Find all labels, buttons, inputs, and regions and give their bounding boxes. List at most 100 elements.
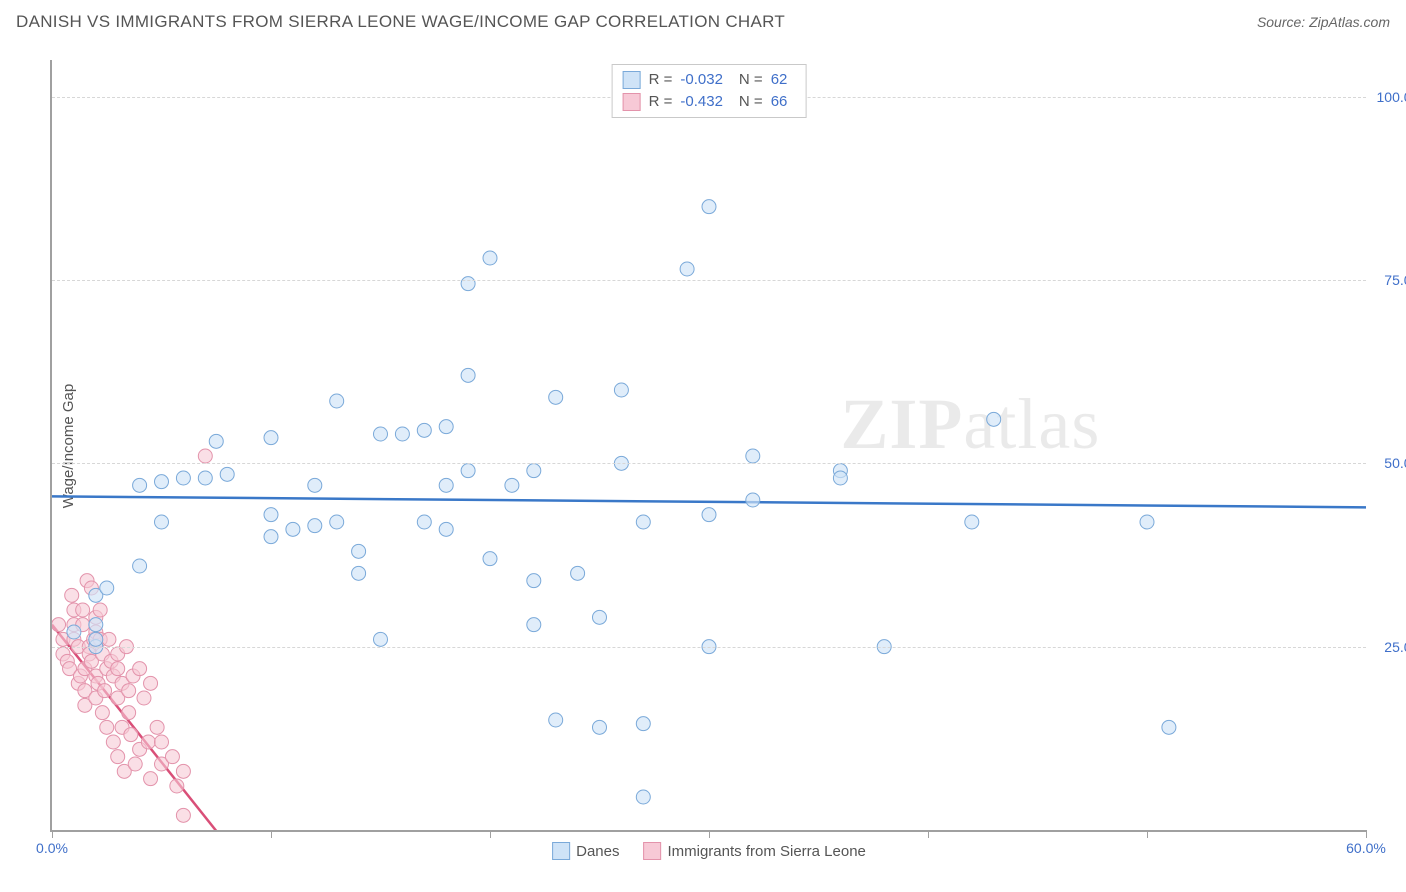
- data-point: [111, 662, 125, 676]
- data-point: [308, 519, 322, 533]
- data-point: [133, 662, 147, 676]
- data-point: [527, 618, 541, 632]
- data-point: [833, 471, 847, 485]
- data-point: [702, 508, 716, 522]
- data-point: [67, 625, 81, 639]
- data-point: [98, 684, 112, 698]
- data-point: [150, 720, 164, 734]
- gridline: [52, 280, 1366, 281]
- data-point: [461, 464, 475, 478]
- data-point: [141, 735, 155, 749]
- data-point: [264, 431, 278, 445]
- data-point: [374, 632, 388, 646]
- data-point: [1162, 720, 1176, 734]
- data-point: [636, 790, 650, 804]
- x-tick: [490, 830, 491, 838]
- data-point: [176, 764, 190, 778]
- data-point: [439, 478, 453, 492]
- data-point: [264, 530, 278, 544]
- x-tick: [52, 830, 53, 838]
- data-point: [52, 618, 66, 632]
- swatch-immigrants: [623, 93, 641, 111]
- data-point: [593, 610, 607, 624]
- data-point: [549, 713, 563, 727]
- data-point: [417, 423, 431, 437]
- data-point: [1140, 515, 1154, 529]
- correlation-row-danes: R = -0.032 N = 62: [623, 69, 796, 91]
- data-point: [111, 750, 125, 764]
- chart-title: DANISH VS IMMIGRANTS FROM SIERRA LEONE W…: [16, 12, 785, 32]
- scatter-svg: [52, 60, 1366, 830]
- data-point: [144, 772, 158, 786]
- r-label: R =: [649, 91, 673, 113]
- x-tick-label: 0.0%: [36, 840, 68, 856]
- data-point: [483, 251, 497, 265]
- data-point: [527, 574, 541, 588]
- data-point: [165, 750, 179, 764]
- data-point: [702, 200, 716, 214]
- data-point: [439, 522, 453, 536]
- x-tick: [709, 830, 710, 838]
- data-point: [102, 632, 116, 646]
- data-point: [137, 691, 151, 705]
- data-point: [549, 390, 563, 404]
- data-point: [65, 588, 79, 602]
- gridline: [52, 647, 1366, 648]
- data-point: [636, 515, 650, 529]
- data-point: [106, 735, 120, 749]
- series-legend: Danes Immigrants from Sierra Leone: [552, 842, 866, 860]
- data-point: [461, 277, 475, 291]
- data-point: [155, 735, 169, 749]
- y-tick-label: 50.0%: [1384, 455, 1406, 471]
- n-label: N =: [739, 69, 763, 91]
- data-point: [122, 706, 136, 720]
- data-point: [133, 478, 147, 492]
- r-value-danes: -0.032: [680, 69, 723, 91]
- chart-container: DANISH VS IMMIGRANTS FROM SIERRA LEONE W…: [0, 0, 1406, 892]
- x-tick: [271, 830, 272, 838]
- data-point: [170, 779, 184, 793]
- data-point: [987, 412, 1001, 426]
- data-point: [746, 493, 760, 507]
- legend-label-immigrants: Immigrants from Sierra Leone: [667, 843, 865, 860]
- correlation-row-immigrants: R = -0.432 N = 66: [623, 91, 796, 113]
- data-point: [965, 515, 979, 529]
- data-point: [95, 706, 109, 720]
- data-point: [155, 515, 169, 529]
- x-tick: [1147, 830, 1148, 838]
- data-point: [395, 427, 409, 441]
- data-point: [128, 757, 142, 771]
- data-point: [352, 566, 366, 580]
- data-point: [527, 464, 541, 478]
- data-point: [461, 368, 475, 382]
- data-point: [352, 544, 366, 558]
- data-point: [374, 427, 388, 441]
- source-attribution: Source: ZipAtlas.com: [1257, 14, 1390, 30]
- correlation-legend: R = -0.032 N = 62 R = -0.432 N = 66: [612, 64, 807, 118]
- data-point: [198, 449, 212, 463]
- y-tick-label: 100.0%: [1377, 89, 1406, 105]
- x-tick-label: 60.0%: [1346, 840, 1386, 856]
- data-point: [593, 720, 607, 734]
- data-point: [330, 515, 344, 529]
- data-point: [264, 508, 278, 522]
- n-value-immigrants: 66: [771, 91, 788, 113]
- legend-item-danes: Danes: [552, 842, 619, 860]
- x-tick: [1366, 830, 1367, 838]
- data-point: [308, 478, 322, 492]
- r-label: R =: [649, 69, 673, 91]
- y-tick-label: 75.0%: [1384, 272, 1406, 288]
- gridline: [52, 463, 1366, 464]
- data-point: [100, 581, 114, 595]
- data-point: [155, 475, 169, 489]
- data-point: [417, 515, 431, 529]
- data-point: [144, 676, 158, 690]
- swatch-danes: [552, 842, 570, 860]
- data-point: [439, 420, 453, 434]
- n-label: N =: [739, 91, 763, 113]
- data-point: [122, 684, 136, 698]
- x-tick: [928, 830, 929, 838]
- data-point: [124, 728, 138, 742]
- data-point: [286, 522, 300, 536]
- r-value-immigrants: -0.432: [680, 91, 723, 113]
